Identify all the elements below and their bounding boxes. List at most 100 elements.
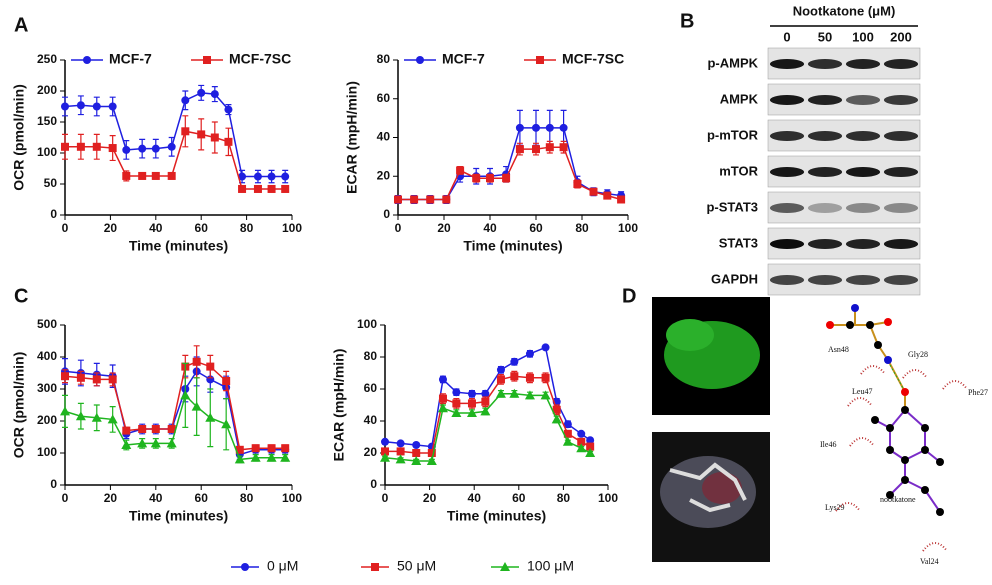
- x-tick-label: 60: [195, 221, 209, 235]
- blot-band: [883, 95, 919, 105]
- legend-label: MCF-7SC: [229, 51, 291, 67]
- marker: [61, 102, 69, 111]
- marker: [122, 171, 131, 180]
- marker: [576, 443, 587, 453]
- marker: [563, 420, 572, 429]
- panel-letter: B: [680, 10, 694, 32]
- hydrophobic-arc: [847, 397, 873, 407]
- h-bond: [889, 364, 904, 389]
- blot-band: [883, 59, 919, 69]
- marker: [481, 389, 490, 398]
- marker: [559, 123, 568, 132]
- marker: [515, 145, 524, 154]
- marker: [541, 343, 550, 352]
- marker: [138, 144, 147, 153]
- marker: [532, 123, 540, 132]
- marker: [76, 142, 85, 151]
- binding-surface: [702, 472, 742, 504]
- y-tick-label: 0: [370, 477, 377, 491]
- marker: [603, 191, 612, 200]
- marker: [467, 399, 476, 408]
- marker: [416, 56, 424, 64]
- marker: [437, 403, 448, 413]
- blot-band: [883, 239, 919, 249]
- x-tick-label: 0: [382, 491, 389, 505]
- marker: [577, 429, 586, 438]
- marker: [122, 145, 131, 154]
- marker: [210, 133, 219, 142]
- blot-band: [807, 203, 843, 213]
- marker: [238, 184, 247, 193]
- marker: [438, 394, 447, 403]
- x-tick-label: 40: [149, 491, 163, 505]
- atom: [851, 304, 859, 312]
- marker: [515, 123, 524, 132]
- marker: [451, 408, 462, 417]
- marker: [509, 388, 520, 398]
- blot-band: [845, 275, 881, 285]
- marker: [551, 414, 562, 424]
- blot-band: [883, 167, 919, 177]
- series-line: [64, 393, 286, 461]
- marker: [532, 145, 540, 154]
- marker: [92, 142, 101, 151]
- marker: [181, 96, 190, 105]
- y-tick-label: 20: [377, 168, 391, 182]
- series-line: [384, 346, 591, 448]
- y-tick-label: 500: [37, 317, 57, 331]
- x-tick-label: 100: [598, 491, 618, 505]
- blot-band: [883, 131, 919, 141]
- marker: [107, 414, 118, 424]
- marker: [192, 357, 201, 366]
- marker: [203, 56, 211, 64]
- marker: [545, 143, 554, 152]
- atom: [884, 318, 892, 326]
- y-tick-label: 80: [377, 52, 391, 66]
- blot-band: [883, 275, 919, 285]
- marker: [91, 412, 102, 422]
- marker: [151, 171, 160, 180]
- marker: [241, 563, 249, 571]
- hydrophobic-arc: [942, 380, 968, 390]
- marker: [541, 373, 550, 382]
- x-tick-label: 0: [62, 221, 69, 235]
- residue-label: Ile46: [820, 440, 836, 449]
- marker: [617, 195, 626, 204]
- marker: [466, 408, 477, 417]
- y-tick-label: 250: [37, 52, 57, 66]
- bond: [924, 489, 941, 513]
- marker: [76, 101, 85, 110]
- marker: [138, 425, 147, 433]
- y-tick-label: 100: [37, 145, 57, 159]
- marker: [452, 399, 461, 408]
- series-line: [385, 375, 591, 454]
- y-tick-label: 100: [357, 317, 377, 331]
- x-tick-label: 80: [575, 221, 589, 235]
- atom: [871, 416, 879, 424]
- blot-title: Nootkatone (μM): [793, 3, 896, 18]
- marker: [502, 174, 511, 183]
- atom: [901, 406, 909, 414]
- marker: [224, 105, 233, 114]
- marker: [151, 144, 160, 153]
- panel-letter: A: [14, 14, 28, 36]
- x-tick-label: 80: [240, 491, 254, 505]
- marker: [525, 349, 534, 358]
- x-axis-title: Time (minutes): [447, 508, 546, 524]
- panel-letter: C: [14, 285, 28, 307]
- marker: [191, 401, 202, 411]
- marker: [510, 357, 519, 366]
- marker: [167, 171, 176, 180]
- marker: [394, 195, 402, 204]
- marker: [108, 375, 117, 384]
- series-line: [65, 130, 286, 190]
- marker: [380, 452, 390, 462]
- y-tick-label: 0: [383, 207, 390, 221]
- atom: [921, 446, 929, 454]
- atom: [901, 476, 909, 484]
- marker: [205, 412, 216, 422]
- marker: [180, 390, 191, 400]
- marker: [83, 56, 91, 64]
- y-axis-title: ECAR (mpH/min): [344, 81, 360, 194]
- marker: [281, 184, 290, 193]
